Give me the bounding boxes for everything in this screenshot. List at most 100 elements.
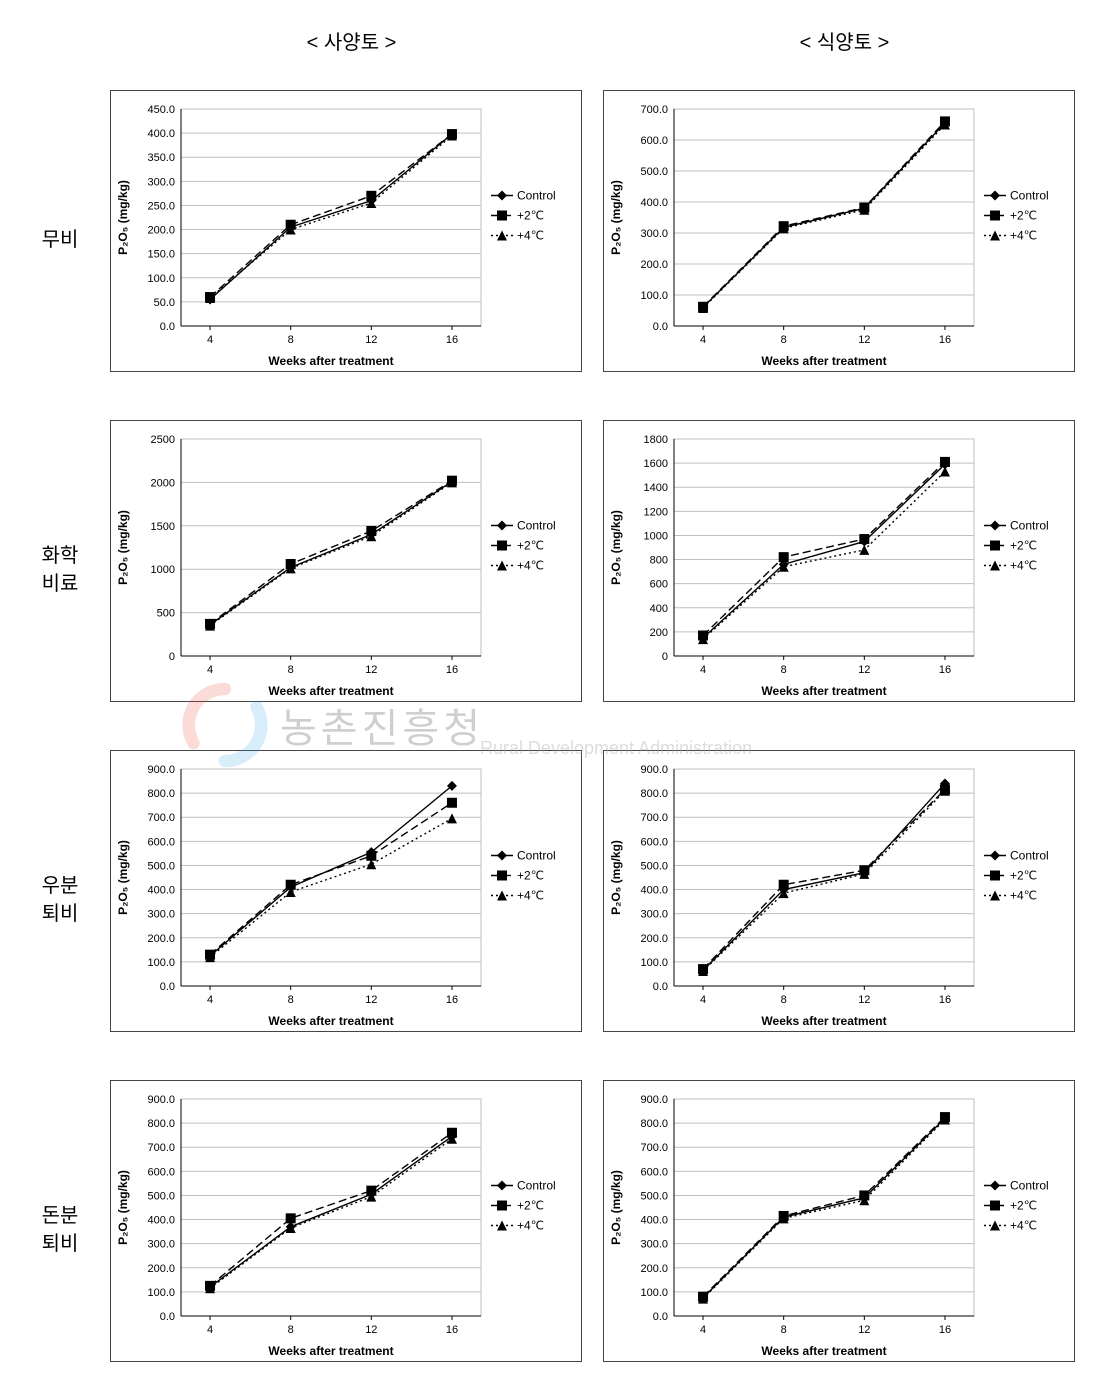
svg-text:800: 800 [650, 555, 668, 567]
svg-text:Control: Control [517, 519, 556, 533]
svg-text:+4℃: +4℃ [517, 229, 544, 243]
svg-text:16: 16 [446, 334, 458, 346]
svg-text:100.0: 100.0 [147, 273, 175, 285]
svg-text:4: 4 [207, 1324, 213, 1336]
svg-text:8: 8 [288, 664, 294, 676]
svg-text:Control: Control [517, 849, 556, 863]
svg-text:1800: 1800 [644, 434, 668, 446]
svg-text:16: 16 [446, 664, 458, 676]
svg-text:4: 4 [700, 334, 706, 346]
svg-text:1000: 1000 [644, 530, 668, 542]
row-label-2: 우분 퇴비 [20, 750, 100, 1050]
svg-text:500.0: 500.0 [640, 860, 668, 872]
svg-text:0.0: 0.0 [160, 981, 175, 993]
svg-text:500.0: 500.0 [147, 1190, 175, 1202]
svg-text:200.0: 200.0 [640, 259, 668, 271]
svg-text:12: 12 [858, 334, 870, 346]
svg-text:2000: 2000 [151, 477, 175, 489]
svg-text:100.0: 100.0 [147, 957, 175, 969]
svg-text:P₂O₅ (mg/kg): P₂O₅ (mg/kg) [116, 840, 130, 915]
svg-text:300.0: 300.0 [147, 176, 175, 188]
svg-text:+4℃: +4℃ [1010, 889, 1037, 903]
svg-text:8: 8 [781, 334, 787, 346]
chart-0-1: 0.0100.0200.0300.0400.0500.0600.0700.048… [603, 90, 1075, 372]
row-label-0: 무비 [20, 90, 100, 390]
svg-text:1400: 1400 [644, 482, 668, 494]
svg-text:+4℃: +4℃ [517, 889, 544, 903]
svg-text:P₂O₅ (mg/kg): P₂O₅ (mg/kg) [116, 180, 130, 255]
row-label-3: 돈분 퇴비 [20, 1080, 100, 1380]
svg-text:100.0: 100.0 [640, 1287, 668, 1299]
svg-text:Weeks after treatment: Weeks after treatment [268, 1344, 393, 1358]
svg-text:4: 4 [700, 1324, 706, 1336]
svg-text:200.0: 200.0 [147, 1263, 175, 1275]
svg-text:450.0: 450.0 [147, 104, 175, 116]
svg-text:8: 8 [781, 994, 787, 1006]
svg-text:400.0: 400.0 [640, 197, 668, 209]
svg-text:1200: 1200 [644, 506, 668, 518]
svg-text:12: 12 [858, 664, 870, 676]
svg-text:Control: Control [1010, 1179, 1049, 1193]
svg-text:12: 12 [858, 994, 870, 1006]
svg-text:500.0: 500.0 [640, 166, 668, 178]
svg-text:P₂O₅ (mg/kg): P₂O₅ (mg/kg) [116, 510, 130, 585]
svg-text:700.0: 700.0 [147, 812, 175, 824]
svg-text:12: 12 [365, 334, 377, 346]
svg-text:16: 16 [939, 994, 951, 1006]
svg-text:150.0: 150.0 [147, 249, 175, 261]
svg-text:16: 16 [939, 664, 951, 676]
svg-text:100.0: 100.0 [147, 1287, 175, 1299]
svg-text:1000: 1000 [151, 564, 175, 576]
svg-text:Weeks after treatment: Weeks after treatment [268, 354, 393, 368]
svg-text:8: 8 [781, 664, 787, 676]
svg-text:Weeks after treatment: Weeks after treatment [761, 354, 886, 368]
svg-text:4: 4 [700, 994, 706, 1006]
row-label-1: 화학 비료 [20, 420, 100, 720]
svg-text:200.0: 200.0 [147, 225, 175, 237]
svg-text:300.0: 300.0 [147, 909, 175, 921]
svg-text:+4℃: +4℃ [517, 559, 544, 573]
svg-text:700.0: 700.0 [640, 812, 668, 824]
svg-text:P₂O₅ (mg/kg): P₂O₅ (mg/kg) [609, 1170, 623, 1245]
svg-text:0.0: 0.0 [160, 1311, 175, 1323]
svg-text:+4℃: +4℃ [1010, 229, 1037, 243]
svg-text:200.0: 200.0 [640, 933, 668, 945]
svg-text:300.0: 300.0 [147, 1239, 175, 1251]
svg-text:700.0: 700.0 [640, 104, 668, 116]
svg-text:0.0: 0.0 [653, 1311, 668, 1323]
svg-text:Control: Control [1010, 849, 1049, 863]
col-header-right: < 식양토 > [603, 26, 1086, 55]
svg-text:500: 500 [157, 608, 175, 620]
svg-text:16: 16 [939, 1324, 951, 1336]
svg-text:+4℃: +4℃ [1010, 559, 1037, 573]
chart-3-1: 0.0100.0200.0300.0400.0500.0600.0700.080… [603, 1080, 1075, 1362]
svg-text:2500: 2500 [151, 434, 175, 446]
svg-text:12: 12 [365, 664, 377, 676]
svg-text:100.0: 100.0 [640, 957, 668, 969]
svg-text:12: 12 [858, 1324, 870, 1336]
svg-text:4: 4 [207, 334, 213, 346]
svg-text:800.0: 800.0 [640, 788, 668, 800]
svg-text:400.0: 400.0 [640, 885, 668, 897]
svg-text:400.0: 400.0 [147, 128, 175, 140]
chart-1-0: 05001000150020002500481216Weeks after tr… [110, 420, 582, 702]
svg-text:P₂O₅ (mg/kg): P₂O₅ (mg/kg) [609, 510, 623, 585]
svg-text:600.0: 600.0 [147, 836, 175, 848]
svg-text:+2℃: +2℃ [1010, 209, 1037, 223]
svg-text:0: 0 [169, 651, 175, 663]
svg-text:Control: Control [1010, 189, 1049, 203]
svg-text:P₂O₅ (mg/kg): P₂O₅ (mg/kg) [116, 1170, 130, 1245]
svg-text:400: 400 [650, 603, 668, 615]
svg-text:0.0: 0.0 [160, 321, 175, 333]
svg-text:500.0: 500.0 [147, 860, 175, 872]
svg-text:4: 4 [207, 994, 213, 1006]
svg-text:900.0: 900.0 [640, 764, 668, 776]
svg-text:Weeks after treatment: Weeks after treatment [268, 684, 393, 698]
svg-text:16: 16 [446, 994, 458, 1006]
svg-text:400.0: 400.0 [640, 1215, 668, 1227]
svg-text:+2℃: +2℃ [1010, 1199, 1037, 1213]
svg-text:800.0: 800.0 [147, 788, 175, 800]
svg-text:Control: Control [517, 189, 556, 203]
svg-text:900.0: 900.0 [640, 1094, 668, 1106]
svg-text:P₂O₅ (mg/kg): P₂O₅ (mg/kg) [609, 840, 623, 915]
